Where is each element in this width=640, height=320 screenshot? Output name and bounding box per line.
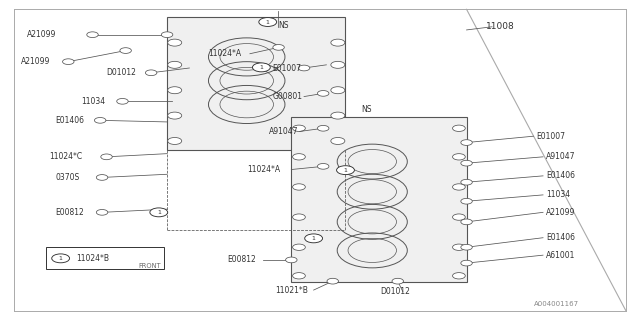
Circle shape [461, 260, 472, 266]
Circle shape [168, 112, 182, 119]
Circle shape [292, 154, 305, 160]
Text: E00812: E00812 [228, 255, 257, 264]
Circle shape [317, 125, 329, 131]
Text: D01012: D01012 [381, 287, 410, 296]
Text: E01406: E01406 [546, 172, 575, 180]
Text: 1: 1 [59, 256, 63, 261]
Circle shape [317, 164, 329, 169]
Circle shape [452, 184, 465, 190]
Circle shape [120, 48, 131, 53]
Circle shape [150, 208, 168, 217]
Text: FRONT: FRONT [138, 263, 161, 269]
Circle shape [259, 18, 276, 27]
Text: E01007: E01007 [537, 132, 566, 141]
FancyBboxPatch shape [291, 117, 467, 282]
Circle shape [100, 154, 112, 160]
Text: 11034: 11034 [546, 190, 570, 199]
Text: E01406: E01406 [546, 233, 575, 242]
Circle shape [452, 244, 465, 251]
Circle shape [331, 87, 345, 94]
Circle shape [145, 70, 157, 76]
Circle shape [168, 61, 182, 68]
Circle shape [97, 175, 108, 180]
Circle shape [461, 244, 472, 250]
Circle shape [461, 219, 472, 225]
FancyBboxPatch shape [46, 247, 164, 269]
Text: 11024*A: 11024*A [246, 165, 280, 174]
Text: E00812: E00812 [56, 208, 84, 217]
Text: A21099: A21099 [27, 30, 56, 39]
Circle shape [331, 39, 345, 46]
Text: A004001167: A004001167 [534, 301, 579, 307]
Text: 1: 1 [157, 210, 161, 215]
Circle shape [292, 214, 305, 220]
Circle shape [95, 117, 106, 123]
Circle shape [331, 61, 345, 68]
Text: NS: NS [278, 21, 289, 30]
Text: 1: 1 [312, 236, 316, 241]
Text: D01012: D01012 [106, 68, 136, 77]
Text: A61001: A61001 [546, 251, 575, 260]
Text: 11024*A: 11024*A [209, 49, 242, 58]
Circle shape [116, 99, 128, 104]
Circle shape [452, 273, 465, 279]
Text: G00801: G00801 [272, 92, 302, 101]
Circle shape [285, 257, 297, 263]
Text: A91047: A91047 [546, 152, 576, 161]
Circle shape [305, 234, 323, 243]
Text: 11024*C: 11024*C [49, 152, 83, 161]
Circle shape [292, 184, 305, 190]
FancyBboxPatch shape [167, 17, 346, 150]
Circle shape [52, 254, 70, 263]
Circle shape [461, 140, 472, 145]
Circle shape [327, 278, 339, 284]
Text: 11021*B: 11021*B [275, 285, 308, 295]
Circle shape [161, 32, 173, 37]
Circle shape [168, 138, 182, 144]
Circle shape [461, 179, 472, 185]
Circle shape [97, 210, 108, 215]
Text: 11034: 11034 [81, 97, 105, 106]
Circle shape [298, 65, 310, 71]
Text: A21099: A21099 [546, 208, 575, 217]
Circle shape [168, 87, 182, 94]
Circle shape [317, 91, 329, 96]
Circle shape [331, 112, 345, 119]
Circle shape [452, 154, 465, 160]
Circle shape [461, 160, 472, 166]
Circle shape [452, 125, 465, 132]
Circle shape [292, 244, 305, 251]
Text: 1: 1 [266, 20, 269, 25]
Text: 0370S: 0370S [56, 173, 80, 182]
Circle shape [337, 166, 355, 175]
Circle shape [292, 273, 305, 279]
Text: NS: NS [362, 105, 372, 114]
Circle shape [461, 198, 472, 204]
Circle shape [168, 39, 182, 46]
Text: 11024*B: 11024*B [76, 254, 109, 263]
Text: A21099: A21099 [20, 57, 50, 66]
Text: 1: 1 [344, 168, 348, 173]
Text: E01007: E01007 [272, 63, 301, 73]
Text: A91047: A91047 [269, 127, 298, 136]
Circle shape [452, 214, 465, 220]
Circle shape [392, 278, 403, 284]
Text: E01406: E01406 [56, 116, 84, 125]
Text: 11008: 11008 [486, 22, 515, 31]
Circle shape [87, 32, 99, 37]
Circle shape [292, 125, 305, 132]
Circle shape [252, 63, 270, 72]
Circle shape [273, 44, 284, 50]
Circle shape [63, 59, 74, 65]
Circle shape [331, 138, 345, 144]
Text: 1: 1 [259, 65, 263, 70]
